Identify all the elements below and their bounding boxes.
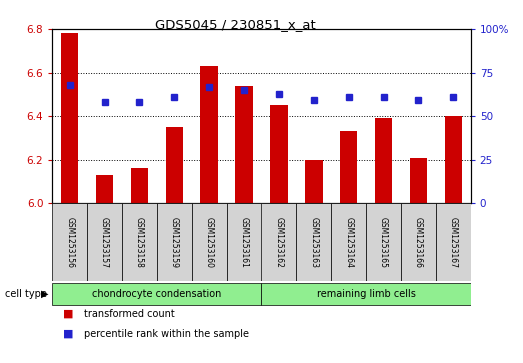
Text: ■: ■: [63, 329, 73, 339]
Text: GSM1253156: GSM1253156: [65, 217, 74, 268]
Bar: [131, 168, 148, 203]
Text: ▶: ▶: [41, 289, 48, 299]
Text: percentile rank within the sample: percentile rank within the sample: [84, 329, 248, 339]
Text: GSM1253163: GSM1253163: [309, 217, 319, 268]
Bar: [52, 203, 87, 281]
Text: GSM1253165: GSM1253165: [379, 217, 388, 268]
Bar: [436, 203, 471, 281]
Bar: [192, 203, 226, 281]
Text: remaining limb cells: remaining limb cells: [316, 289, 416, 298]
Text: GSM1253159: GSM1253159: [170, 217, 179, 268]
Bar: [305, 160, 323, 203]
Bar: [61, 33, 78, 203]
Bar: [331, 203, 366, 281]
Text: GSM1253167: GSM1253167: [449, 217, 458, 268]
Text: transformed count: transformed count: [84, 309, 175, 319]
Bar: [157, 203, 192, 281]
Text: GSM1253161: GSM1253161: [240, 217, 248, 268]
Bar: [200, 66, 218, 203]
Bar: [445, 116, 462, 203]
Bar: [262, 203, 297, 281]
Text: cell type: cell type: [5, 289, 47, 299]
Text: GSM1253158: GSM1253158: [135, 217, 144, 268]
Bar: [375, 118, 392, 203]
Bar: [226, 203, 262, 281]
Text: GDS5045 / 230851_x_at: GDS5045 / 230851_x_at: [155, 18, 316, 31]
Bar: [401, 203, 436, 281]
Text: GSM1253162: GSM1253162: [275, 217, 283, 268]
Bar: [96, 175, 113, 203]
Bar: [366, 203, 401, 281]
Bar: [410, 158, 427, 203]
Bar: [270, 105, 288, 203]
Bar: [262, 282, 471, 306]
Bar: [52, 282, 262, 306]
Bar: [166, 127, 183, 203]
Bar: [122, 203, 157, 281]
Text: GSM1253166: GSM1253166: [414, 217, 423, 268]
Bar: [340, 131, 357, 203]
Text: chondrocyte condensation: chondrocyte condensation: [92, 289, 222, 298]
Text: GSM1253164: GSM1253164: [344, 217, 353, 268]
Text: GSM1253160: GSM1253160: [204, 217, 214, 268]
Bar: [235, 86, 253, 203]
Text: GSM1253157: GSM1253157: [100, 217, 109, 268]
Bar: [297, 203, 331, 281]
Text: ■: ■: [63, 309, 73, 319]
Bar: [87, 203, 122, 281]
